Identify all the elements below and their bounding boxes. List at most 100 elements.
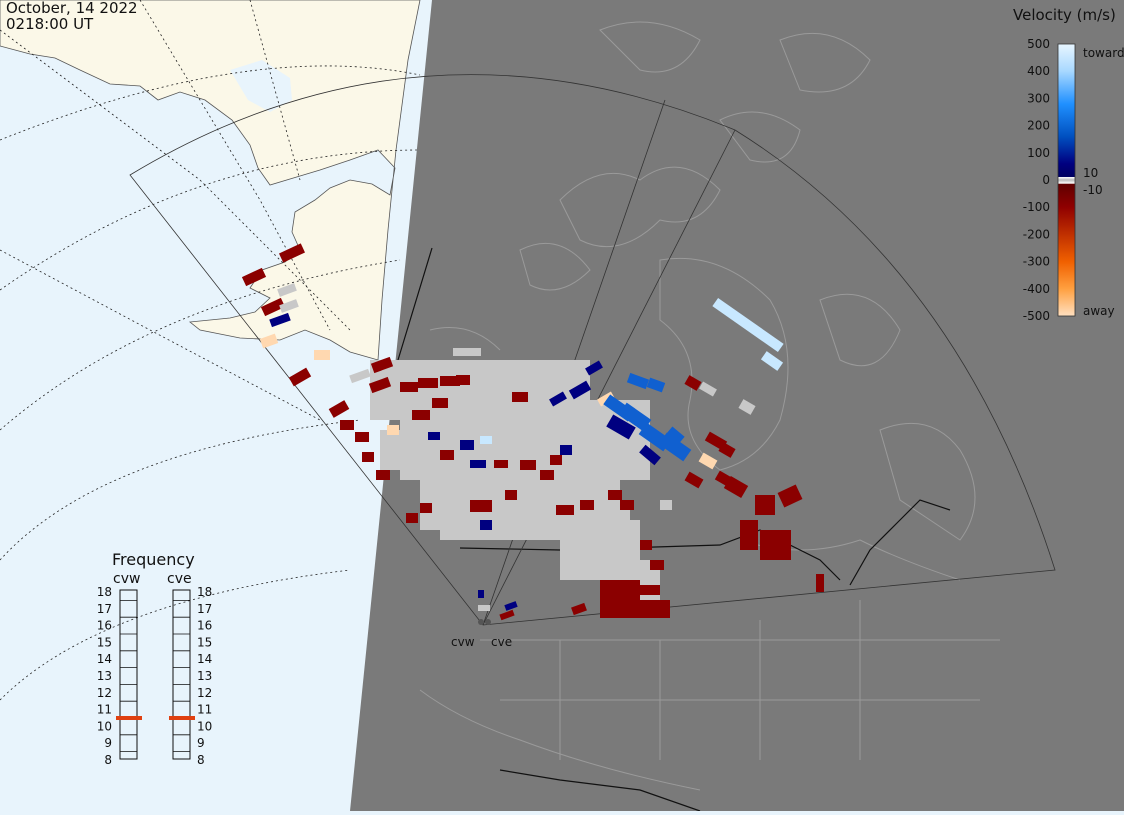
velocity-cell: [585, 360, 603, 376]
radar-sites: cvw cve: [451, 619, 512, 649]
velocity-tick-label: -100: [1023, 200, 1050, 214]
velocity-tick-label: -300: [1023, 255, 1050, 269]
velocity-cell: [418, 378, 438, 388]
velocity-tick-label: 300: [1027, 91, 1050, 105]
velocity-cell: [456, 375, 470, 385]
velocity-cell: [314, 350, 330, 360]
velocity-cell: [760, 351, 784, 371]
cve-site-marker: [485, 619, 491, 625]
observation-time: 0218:00 UT: [6, 15, 94, 33]
velocity-cell: [580, 500, 594, 510]
frequency-title: Frequency: [112, 550, 195, 569]
velocity-cell: [571, 602, 587, 616]
velocity-away-label: away: [1083, 304, 1115, 318]
frequency-tick-left: 10: [97, 719, 112, 733]
velocity-cell: [495, 390, 509, 400]
velocity-scale-title: Velocity (m/s): [1013, 6, 1116, 24]
velocity-cell: [663, 426, 685, 448]
velocity-cell: [639, 444, 661, 466]
velocity-cell: [505, 490, 517, 500]
velocity-cell: [470, 460, 486, 468]
frequency-tick-left: 8: [104, 753, 112, 767]
velocity-cell: [355, 432, 369, 442]
velocity-cell: [723, 475, 749, 499]
velocity-cell: [718, 442, 736, 458]
velocity-cell: [259, 333, 279, 349]
velocity-cell: [279, 243, 305, 263]
velocity-cell: [478, 605, 490, 611]
velocity-cell: [777, 484, 803, 508]
velocity-cell: [626, 372, 650, 390]
velocity-cell: [328, 400, 350, 418]
velocity-cell: [494, 460, 508, 468]
velocity-tick-label: 100: [1027, 146, 1050, 160]
velocity-cell: [775, 530, 791, 560]
velocity-cell: [460, 440, 474, 450]
velocity-cell: [370, 356, 394, 374]
frequency-tick-left: 13: [97, 669, 112, 683]
velocity-cell: [499, 609, 515, 621]
velocity-cell: [738, 399, 756, 415]
velocity-cell: [712, 297, 784, 353]
velocity-cell: [816, 574, 824, 592]
velocity-cell: [540, 470, 554, 480]
velocity-cell: [412, 410, 430, 420]
velocity-cell: [440, 450, 454, 460]
velocity-cell: [340, 420, 354, 430]
velocity-cell: [279, 299, 299, 313]
velocity-cell: [755, 495, 775, 515]
velocity-cell: [698, 452, 718, 470]
velocity-toward-label: toward: [1083, 46, 1124, 60]
velocity-tick-label: -500: [1023, 309, 1050, 323]
frequency-cvw-marker: [116, 716, 142, 720]
velocity-cell: [556, 505, 574, 515]
velocity-tick-label: 500: [1027, 37, 1050, 51]
frequency-cvw-label: cvw: [113, 571, 140, 587]
night-terminator: [350, 0, 1124, 811]
frequency-tick-right: 12: [197, 686, 212, 700]
velocity-threshold-lower: -10: [1083, 183, 1103, 197]
velocity-scale: Velocity (m/s) 500 400 300 200 100 0 -100 -200 -…: [1013, 6, 1124, 323]
velocity-cell: [480, 520, 492, 530]
velocity-cell: [620, 500, 634, 510]
frequency-cve-label: cve: [167, 571, 192, 587]
velocity-cell: [699, 381, 717, 397]
velocity-cell: [484, 420, 500, 430]
velocity-cell: [640, 540, 652, 550]
frequency-tick-right: 11: [197, 703, 212, 717]
velocity-cell: [396, 446, 410, 454]
velocity-cell: [368, 376, 392, 394]
frequency-tick-right: 8: [197, 753, 205, 767]
velocity-cell: [406, 513, 418, 523]
velocity-cell: [740, 520, 758, 550]
frequency-tick-right: 10: [197, 719, 212, 733]
velocity-cell: [684, 375, 702, 391]
velocity-cell: [440, 376, 460, 386]
velocity-cell: [428, 432, 440, 440]
velocity-cell: [480, 436, 492, 444]
alaska-landmass: [0, 0, 421, 361]
velocity-cell: [608, 490, 622, 500]
frequency-tick-left: 14: [97, 652, 112, 666]
velocity-tick-label: -400: [1023, 282, 1050, 296]
frequency-tick-right: 15: [197, 635, 212, 649]
velocity-cell: [568, 380, 592, 400]
velocity-cell: [362, 452, 374, 462]
alaska-inlet: [230, 60, 292, 112]
cve-site-label: cve: [491, 635, 512, 649]
velocity-cell: [478, 590, 484, 598]
frequency-tick-right: 17: [197, 602, 212, 616]
velocity-cell: [650, 560, 664, 570]
velocity-cell: [470, 500, 492, 512]
velocity-tick-label: 200: [1027, 119, 1050, 133]
frequency-cve-column: [172, 589, 191, 760]
velocity-cell: [760, 530, 778, 560]
velocity-cell: [606, 414, 636, 440]
frequency-tick-left: 12: [97, 686, 112, 700]
frequency-tick-left: 15: [97, 635, 112, 649]
observation-date: October, 14 2022: [6, 0, 138, 17]
velocity-cell: [349, 368, 371, 384]
velocity-colorbar: [1057, 43, 1076, 317]
velocity-cell: [549, 391, 567, 407]
